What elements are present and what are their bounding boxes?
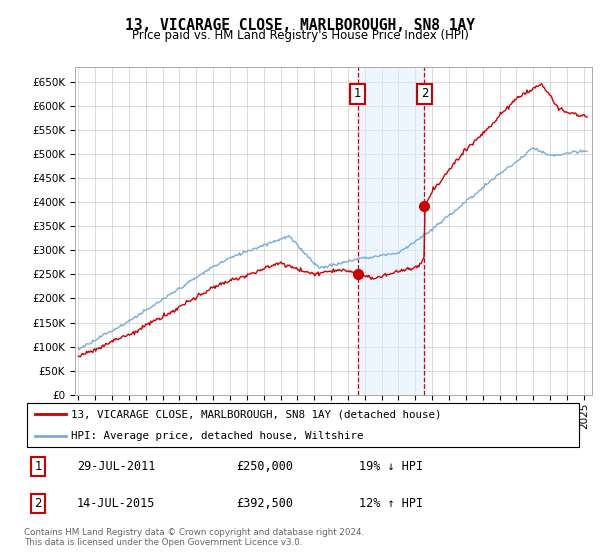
Text: Price paid vs. HM Land Registry's House Price Index (HPI): Price paid vs. HM Land Registry's House … (131, 29, 469, 42)
Text: 13, VICARAGE CLOSE, MARLBOROUGH, SN8 1AY (detached house): 13, VICARAGE CLOSE, MARLBOROUGH, SN8 1AY… (71, 409, 442, 419)
Bar (358, 67, 424, 395)
Text: Contains HM Land Registry data © Crown copyright and database right 2024.
This d: Contains HM Land Registry data © Crown c… (24, 528, 364, 547)
Text: 14-JUL-2015: 14-JUL-2015 (77, 497, 155, 511)
Text: 1: 1 (34, 460, 42, 473)
Text: 12% ↑ HPI: 12% ↑ HPI (359, 497, 423, 511)
Text: £250,000: £250,000 (236, 460, 293, 473)
Text: HPI: Average price, detached house, Wiltshire: HPI: Average price, detached house, Wilt… (71, 431, 364, 441)
Text: 19% ↓ HPI: 19% ↓ HPI (359, 460, 423, 473)
Text: 29-JUL-2011: 29-JUL-2011 (77, 460, 155, 473)
Text: 2: 2 (34, 497, 42, 511)
Text: 1: 1 (354, 87, 361, 100)
Text: 2: 2 (421, 87, 428, 100)
Text: £392,500: £392,500 (236, 497, 293, 511)
Text: 13, VICARAGE CLOSE, MARLBOROUGH, SN8 1AY: 13, VICARAGE CLOSE, MARLBOROUGH, SN8 1AY (125, 18, 475, 33)
FancyBboxPatch shape (27, 403, 579, 447)
